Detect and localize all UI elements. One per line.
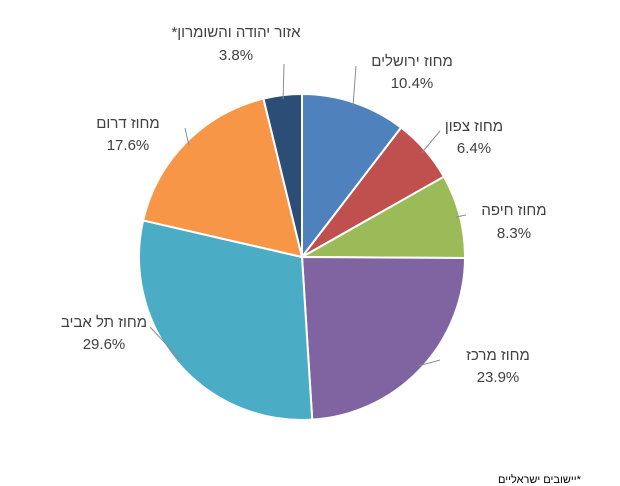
slice-5-value-label: 29.6% bbox=[83, 336, 126, 353]
slice-4-leader-line bbox=[417, 359, 441, 367]
slice-2-leader-line bbox=[421, 130, 441, 153]
slice-7-value-label: 3.8% bbox=[219, 47, 253, 64]
slice-6-wedge bbox=[142, 97, 303, 258]
slice-3-category-label: מחוז חיפה bbox=[481, 202, 546, 219]
slice-5-category-label: מחוז תל אביב bbox=[61, 314, 147, 331]
slice-6-value-label: 17.6% bbox=[107, 137, 150, 154]
slice-5-wedge bbox=[138, 219, 314, 422]
slice-4-wedge bbox=[301, 256, 466, 421]
slice-3-value-label: 8.3% bbox=[497, 225, 531, 242]
slice-6-category-label: מחוז דרום bbox=[96, 115, 160, 132]
slice-3-leader-line bbox=[455, 214, 467, 218]
slice-7-leader-line bbox=[282, 63, 285, 100]
slice-2-value-label: 6.4% bbox=[457, 140, 491, 157]
slice-7-category-label: אזור יהודה והשומרון* bbox=[171, 24, 301, 41]
slice-1-category-label: מחוז ירושלים bbox=[371, 53, 453, 70]
slice-6-leader-line bbox=[184, 127, 190, 146]
footnote: *יישובים ישראליים bbox=[498, 474, 581, 486]
slice-1-wedge bbox=[301, 93, 403, 258]
slice-4-value-label: 23.9% bbox=[477, 369, 520, 386]
slice-4-category-label: מחוז מרכז bbox=[466, 347, 530, 364]
slice-1-leader-line bbox=[352, 65, 357, 107]
slice-5-leader-line bbox=[149, 326, 182, 361]
slice-7-wedge bbox=[262, 93, 303, 258]
slice-1-value-label: 10.4% bbox=[391, 75, 434, 92]
slice-2-category-label: מחוז צפון bbox=[445, 118, 503, 135]
